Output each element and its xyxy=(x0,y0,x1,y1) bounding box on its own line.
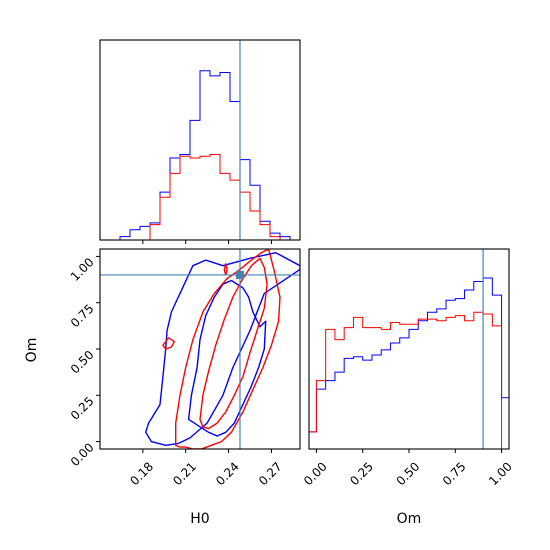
x-axis-label-h0: H0 xyxy=(190,511,209,527)
contour-series_b-inner xyxy=(199,257,268,430)
y-tick-label: 0.75 xyxy=(68,301,97,330)
truth-marker xyxy=(236,270,244,279)
contour-series_b-island xyxy=(223,263,228,276)
histogram-series_a xyxy=(308,277,510,449)
y-tick-label: 0.25 xyxy=(68,394,97,423)
x-tick-label: 0.75 xyxy=(440,459,469,488)
axes-frame xyxy=(308,248,510,450)
histogram-series_b xyxy=(100,154,300,241)
x-tick-label: 0.25 xyxy=(347,459,376,488)
x-tick-label: 1.00 xyxy=(486,459,515,488)
om-vs-h0-contour-panel: 0.18 0.21 0.24 0.27 0.00 0.25 0.50 0.75 1.00 xyxy=(68,248,301,488)
x-tick-label: 0.24 xyxy=(213,459,242,488)
x-tick-label: 0.50 xyxy=(394,459,423,488)
y-axis-label-om: Om xyxy=(24,338,40,363)
contour-series_b-island xyxy=(162,337,175,350)
x-tick-label: 0.27 xyxy=(256,459,285,488)
axes-frame xyxy=(99,39,301,241)
y-tick-label: 0.50 xyxy=(68,348,97,377)
contour-series_a-outer xyxy=(145,252,300,446)
x-tick-label: 0.00 xyxy=(301,459,330,488)
histogram-series_b xyxy=(308,311,509,450)
h0-histogram-panel xyxy=(99,39,301,244)
x-axis-label-om: Om xyxy=(397,511,422,527)
om-histogram-panel: 0.00 0.25 0.50 0.75 1.00 xyxy=(301,248,515,488)
histogram-series_a xyxy=(100,70,300,241)
y-tick-label: 1.00 xyxy=(68,255,97,284)
y-tick-label: 0.00 xyxy=(68,440,97,469)
contour-series_a-inner xyxy=(187,279,267,437)
contour-series_b-outer xyxy=(175,249,281,449)
x-tick-label: 0.18 xyxy=(127,459,156,488)
x-tick-label: 0.21 xyxy=(170,459,199,488)
